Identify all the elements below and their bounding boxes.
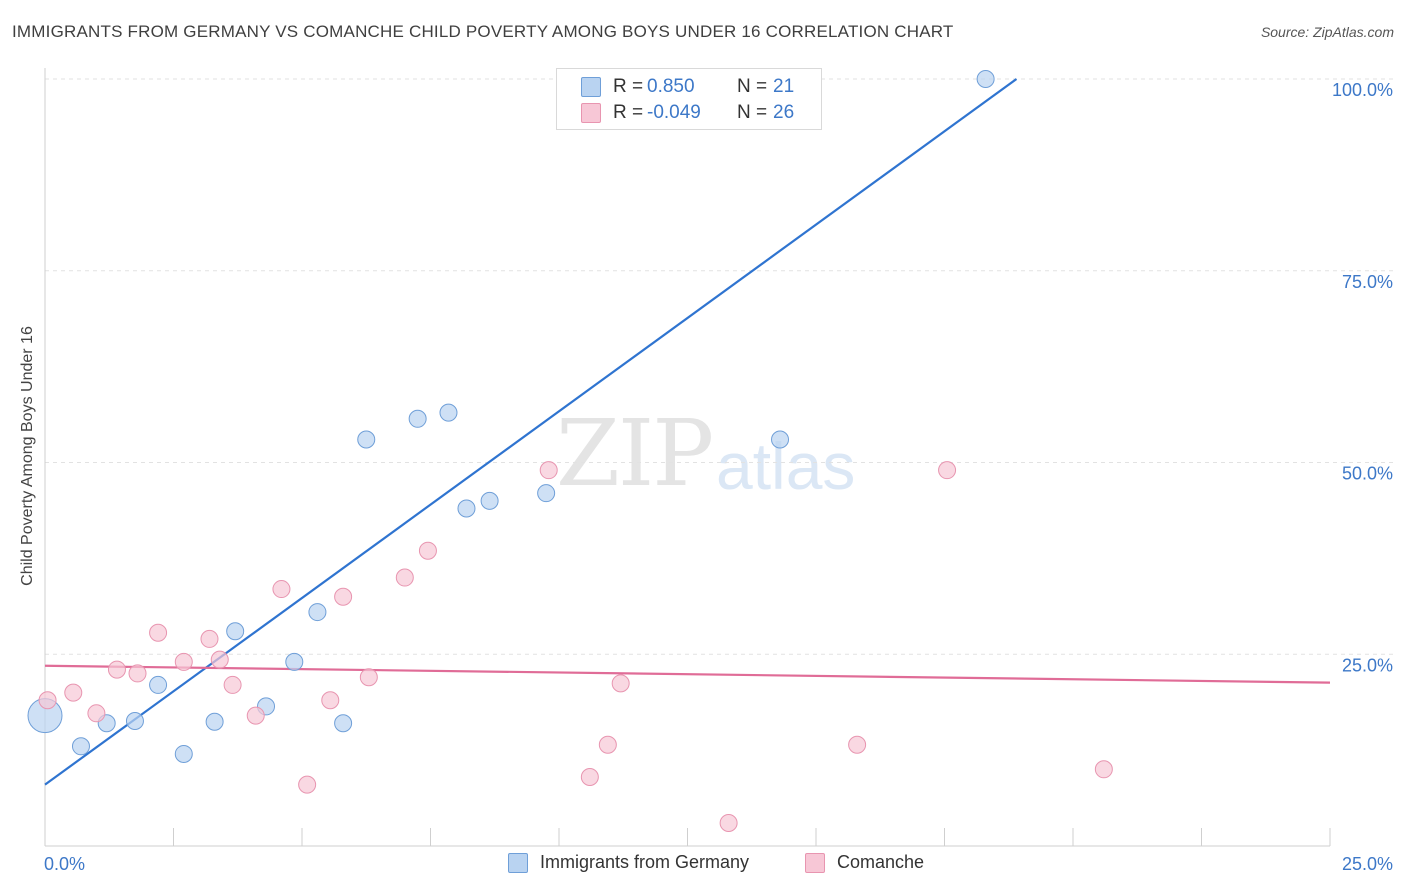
trend-layer <box>44 78 1331 786</box>
source-label: Source: ZipAtlas.com <box>1260 24 1394 40</box>
watermark-zip: ZIP <box>556 400 714 507</box>
data-point-blue <box>226 622 245 641</box>
data-point-blue <box>71 737 90 756</box>
series-legend-label: Comanche <box>837 852 925 872</box>
data-point-pink <box>611 674 630 693</box>
grid-layer <box>45 78 1394 655</box>
data-point-blue <box>439 403 458 422</box>
data-point-pink <box>719 813 738 832</box>
data-point-pink <box>395 568 414 587</box>
data-point-pink <box>938 461 957 480</box>
axis-layer <box>44 68 1331 847</box>
data-point-blue <box>174 744 193 763</box>
data-point-pink <box>334 587 353 606</box>
data-point-pink <box>64 683 83 702</box>
data-point-pink <box>359 668 378 687</box>
data-point-blue <box>285 652 304 671</box>
legend-n-label: N = <box>737 76 768 97</box>
legend-swatch-blue <box>581 77 601 97</box>
y-tick-label: 100.0% <box>1332 80 1393 100</box>
chart-title: IMMIGRANTS FROM GERMANY VS COMANCHE CHIL… <box>12 22 954 41</box>
data-point-blue <box>357 430 376 449</box>
trend-line-pink <box>44 664 1331 684</box>
tick-label-layer: 25.0% 50.0% 75.0% 100.0% 0.0% 25.0% <box>44 80 1393 874</box>
legend-swatch-pink <box>581 103 601 123</box>
data-point-pink <box>272 580 291 599</box>
data-point-blue <box>334 714 353 733</box>
data-point-pink <box>539 461 558 480</box>
series-legend: Immigrants from Germany Comanche <box>0 852 1406 878</box>
legend-row-germany: R = 0.850 N = 21 <box>581 74 794 100</box>
data-point-blue <box>537 484 556 503</box>
legend-r-value: -0.049 <box>647 102 701 123</box>
point-layer <box>27 70 1113 832</box>
data-point-blue <box>976 70 995 88</box>
y-tick-label: 25.0% <box>1342 655 1393 675</box>
x-tick-label: 0.0% <box>44 854 85 874</box>
legend-n-value: 26 <box>773 102 795 123</box>
data-point-pink <box>128 664 147 683</box>
data-point-blue <box>457 499 476 518</box>
data-point-pink <box>246 706 265 725</box>
data-point-pink <box>174 652 193 671</box>
legend-n-label: N = <box>737 102 768 123</box>
data-point-blue <box>308 603 327 622</box>
data-point-blue <box>149 675 168 694</box>
data-point-pink <box>298 775 317 794</box>
data-point-blue <box>480 491 499 510</box>
x-tick-label: 25.0% <box>1342 854 1393 874</box>
data-point-pink <box>321 691 340 710</box>
data-point-blue <box>205 712 224 731</box>
data-point-pink <box>87 704 106 723</box>
series-legend-germany[interactable]: Immigrants from Germany <box>508 852 749 873</box>
data-point-pink <box>210 650 229 669</box>
series-legend-label: Immigrants from Germany <box>540 852 750 872</box>
y-tick-label: 75.0% <box>1342 272 1393 292</box>
legend-r-label: R = <box>613 76 644 97</box>
data-point-blue <box>408 409 427 428</box>
y-tick-label: 50.0% <box>1342 464 1393 484</box>
series-swatch-pink <box>805 852 825 873</box>
data-point-pink <box>1094 760 1113 779</box>
series-swatch-blue <box>508 852 528 873</box>
data-point-blue <box>125 711 144 730</box>
data-point-pink <box>149 623 168 642</box>
legend-r-value: 0.850 <box>647 76 695 97</box>
data-point-pink <box>107 660 126 679</box>
data-point-pink <box>848 735 867 754</box>
data-point-pink <box>38 691 57 710</box>
data-point-pink <box>598 735 617 754</box>
series-legend-comanche[interactable]: Comanche <box>805 852 924 873</box>
legend-n-value: 21 <box>773 76 795 97</box>
legend-r-label: R = <box>613 102 644 123</box>
correlation-legend: R = 0.850 N = 21 R = -0.049 N = 26 <box>556 68 822 130</box>
data-point-pink <box>200 629 219 648</box>
data-point-blue <box>771 430 790 449</box>
data-point-pink <box>580 767 599 786</box>
trend-line-blue <box>44 78 1018 786</box>
legend-row-comanche: R = -0.049 N = 26 <box>581 100 794 126</box>
data-point-pink <box>418 541 437 560</box>
data-point-pink <box>223 675 242 694</box>
